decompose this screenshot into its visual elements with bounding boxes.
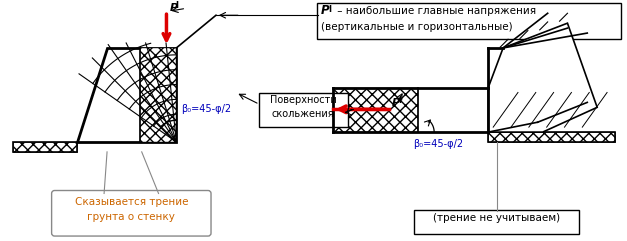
Text: Сказывается трение: Сказывается трение (75, 197, 188, 207)
Polygon shape (13, 142, 77, 152)
FancyBboxPatch shape (51, 190, 211, 236)
Polygon shape (77, 48, 176, 142)
Text: Поверхности: Поверхности (270, 95, 337, 105)
Polygon shape (488, 132, 615, 142)
Text: – наибольшие главные напряжения: – наибольшие главные напряжения (334, 6, 536, 16)
FancyBboxPatch shape (317, 3, 621, 39)
Text: скольжения: скольжения (271, 109, 334, 119)
Polygon shape (333, 87, 418, 132)
Text: β₀=45-φ/2: β₀=45-φ/2 (413, 139, 463, 149)
FancyBboxPatch shape (258, 94, 347, 127)
FancyBboxPatch shape (414, 210, 579, 234)
Polygon shape (140, 48, 176, 142)
Text: I: I (328, 5, 331, 14)
Text: (вертикальные и горизонтальные): (вертикальные и горизонтальные) (321, 22, 512, 32)
Text: P: P (169, 3, 177, 13)
Text: I: I (176, 1, 178, 10)
Text: P: P (321, 4, 330, 17)
Polygon shape (488, 23, 597, 132)
Text: (трение не учитываем): (трение не учитываем) (433, 213, 561, 223)
Text: грунта о стенку: грунта о стенку (87, 212, 176, 222)
Text: β₀=45-φ/2: β₀=45-φ/2 (181, 104, 231, 114)
Text: P: P (393, 98, 401, 108)
Text: I: I (398, 96, 401, 105)
